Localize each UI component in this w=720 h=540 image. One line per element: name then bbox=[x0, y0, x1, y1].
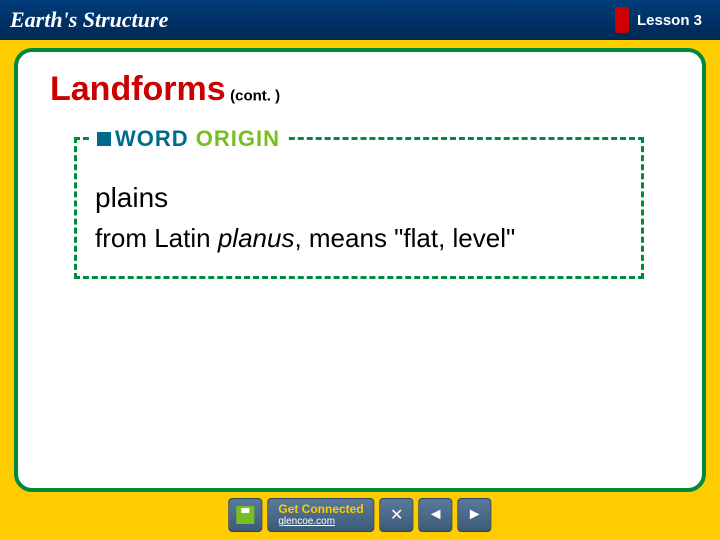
word-origin-box: WORD ORIGIN plains from Latin planus, me… bbox=[74, 137, 644, 279]
content-area: Landforms (cont. ) WORD ORIGIN plains fr… bbox=[18, 52, 702, 299]
definition-suffix: , means "flat, level" bbox=[294, 223, 515, 253]
word-origin-definition: from Latin planus, means "flat, level" bbox=[95, 224, 623, 254]
bullet-square-icon bbox=[97, 132, 111, 146]
definition-italic: planus bbox=[218, 223, 295, 253]
bottom-nav: Get Connected glencoe.com ✕ ◄ ► bbox=[228, 498, 491, 532]
header-bar: Earth's Structure Lesson 3 bbox=[0, 0, 720, 40]
word-origin-origin: ORIGIN bbox=[189, 126, 280, 151]
topic-title: Landforms bbox=[50, 70, 226, 108]
page-title: Earth's Structure bbox=[10, 7, 168, 33]
next-button[interactable]: ► bbox=[458, 498, 492, 532]
word-origin-term: plains bbox=[95, 182, 623, 214]
floppy-icon bbox=[236, 506, 254, 524]
save-button[interactable] bbox=[228, 498, 262, 532]
connected-top-label: Get Connected bbox=[278, 503, 363, 516]
word-origin-title: WORD ORIGIN bbox=[115, 126, 280, 152]
prev-button[interactable]: ◄ bbox=[419, 498, 453, 532]
topic-heading: Landforms (cont. ) bbox=[50, 70, 670, 109]
definition-prefix: from Latin bbox=[95, 223, 218, 253]
get-connected-button[interactable]: Get Connected glencoe.com bbox=[267, 498, 374, 532]
content-frame: Landforms (cont. ) WORD ORIGIN plains fr… bbox=[14, 48, 706, 492]
word-origin-label: WORD ORIGIN bbox=[91, 126, 286, 152]
connected-bottom-label: glencoe.com bbox=[278, 516, 363, 527]
close-button[interactable]: ✕ bbox=[380, 498, 414, 532]
lesson-label: Lesson 3 bbox=[637, 12, 702, 29]
lesson-badge-red-block bbox=[615, 7, 629, 33]
lesson-badge: Lesson 3 bbox=[615, 7, 702, 33]
topic-continuation: (cont. ) bbox=[230, 87, 280, 104]
word-origin-word: WORD bbox=[115, 126, 189, 151]
